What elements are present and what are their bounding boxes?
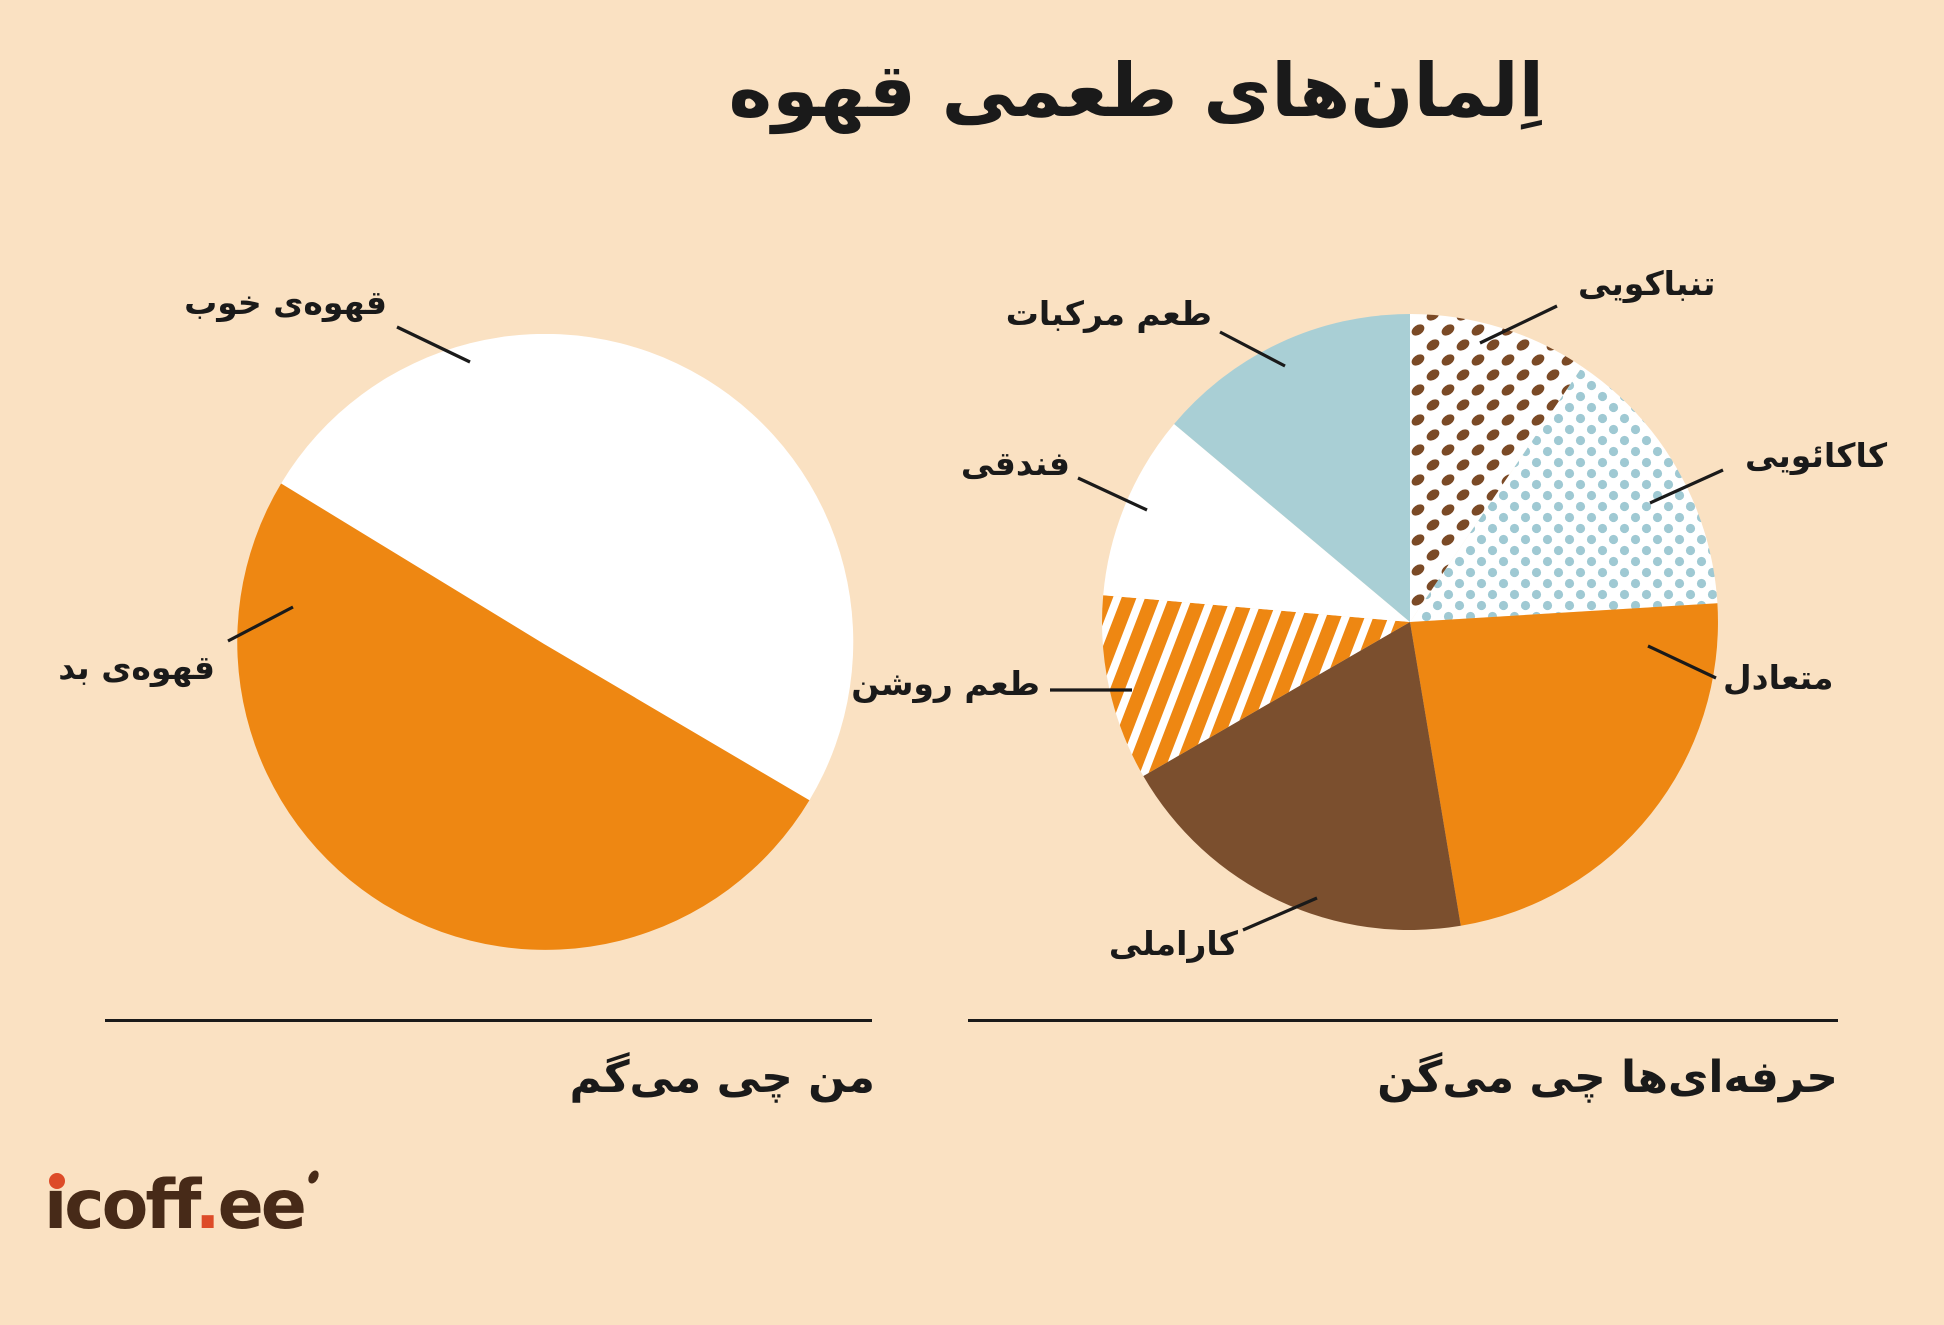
logo-word-start: ıcoff (44, 1166, 198, 1245)
divider-left (105, 1019, 872, 1022)
pie-slice-tobacco (1410, 314, 1583, 622)
slice-label-citrus: طعم مرکبات (1005, 294, 1212, 333)
pie-slice-good-coffee (281, 334, 854, 801)
pie-slice-light-flavor (1102, 595, 1410, 776)
slice-label-balanced: متعادل (1723, 658, 1834, 697)
logo-i-dot (49, 1173, 65, 1189)
page-title: اِلمان‌های طعمی قهوه (728, 48, 1544, 134)
slice-label-good-coffee: قهوه‌ی خوب (184, 283, 387, 322)
logo-dot: . (194, 1166, 221, 1245)
slice-label-cocoa: کاکائویی (1745, 436, 1888, 475)
pie-chart-what-professionals-say (1102, 314, 1718, 931)
pie-slice-hazelnut (1103, 424, 1410, 622)
caption-what-i-say: من چی می‌گم (569, 1052, 875, 1103)
logo-word-end: ee (217, 1166, 307, 1245)
pie-slice-citrus (1174, 314, 1410, 622)
pie-slice-balanced (1410, 603, 1718, 926)
caption-what-professionals-say: حرفه‌ای‌ها چی می‌گن (1377, 1052, 1838, 1103)
pie-slice-cocoa (1410, 366, 1718, 622)
icoffee-logo: ıcoff.ee (44, 1166, 321, 1246)
slice-label-bad-coffee: قهوه‌ی بد (58, 648, 215, 687)
pie-slice-bad-coffee (237, 483, 810, 950)
pie-slice-caramel (1143, 622, 1461, 931)
divider-right (968, 1019, 1838, 1022)
slice-label-tobacco: تنباکویی (1578, 264, 1716, 303)
slice-label-hazelnut: فندقی (960, 444, 1070, 483)
slice-label-caramel: کاراملی (1108, 924, 1238, 963)
logo-bean-mark (306, 1168, 321, 1186)
slice-label-light-flavor: طعم روشن (851, 664, 1040, 703)
pie-chart-what-i-say (237, 334, 854, 950)
